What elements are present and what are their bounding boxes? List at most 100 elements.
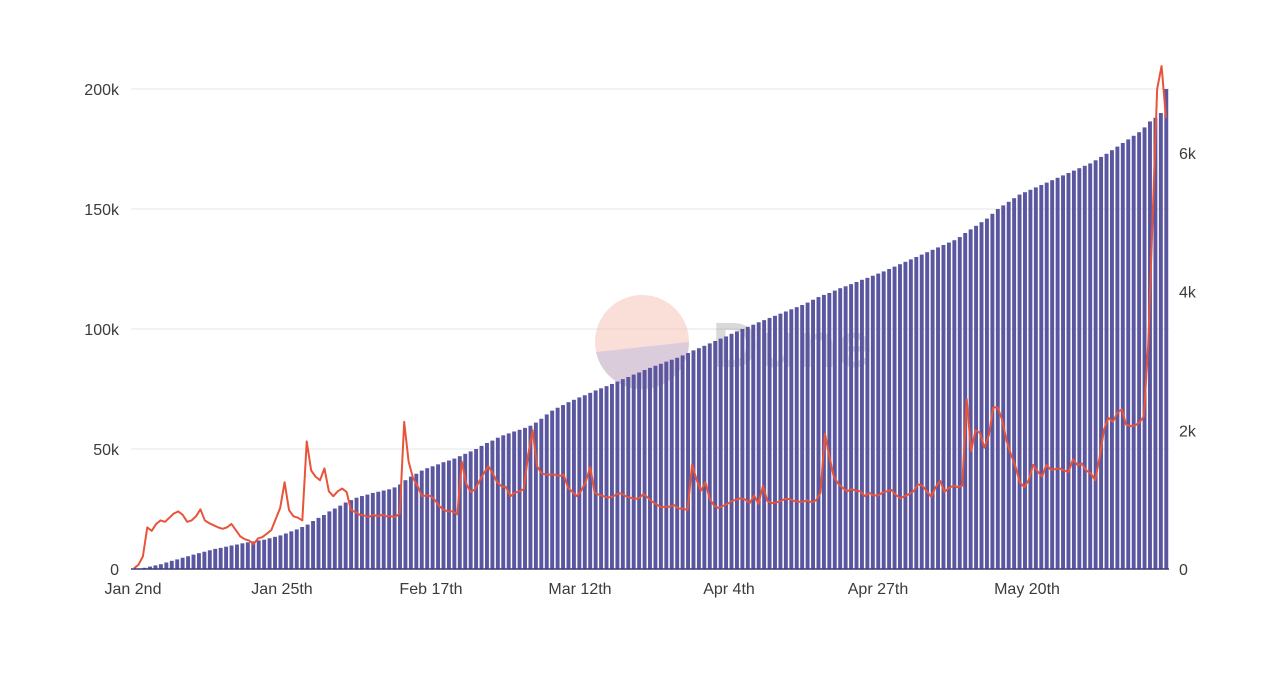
bar: [1006, 201, 1011, 570]
bar: [990, 213, 995, 570]
bar: [1071, 170, 1076, 569]
bar: [561, 405, 566, 569]
bar: [533, 422, 538, 569]
bar: [512, 431, 517, 569]
bar: [686, 353, 690, 569]
bar: [968, 229, 973, 569]
bar: [729, 333, 734, 569]
bar: [702, 345, 707, 569]
bar: [908, 259, 913, 569]
bar: [251, 541, 256, 569]
bar: [946, 242, 951, 569]
bar: [495, 437, 500, 569]
bar: [751, 324, 756, 569]
bar: [1061, 175, 1065, 569]
bar: [256, 540, 261, 569]
bar: [544, 414, 549, 569]
bar: [1028, 189, 1033, 570]
bar: [936, 247, 940, 569]
bar: [876, 273, 881, 569]
bar: [457, 456, 462, 569]
bar: [158, 564, 163, 569]
bar: [506, 433, 511, 569]
bar: [995, 209, 1000, 569]
bar: [283, 533, 288, 569]
bar: [914, 257, 919, 569]
bar: [745, 326, 750, 569]
bar: [984, 218, 989, 569]
bar: [566, 402, 571, 569]
bar: [381, 490, 386, 569]
bar: [403, 480, 408, 569]
bar: [593, 390, 598, 569]
x-tick-label: Jan 25th: [251, 581, 312, 598]
bar: [620, 379, 625, 569]
bar: [338, 505, 343, 569]
bar: [919, 254, 924, 569]
x-tick-label: Apr 27th: [848, 581, 908, 598]
bar: [311, 521, 316, 569]
bar: [294, 529, 299, 569]
bar: [332, 508, 337, 569]
bar: [267, 538, 272, 569]
bar: [474, 449, 479, 569]
bar: [224, 546, 229, 569]
bar: [887, 269, 892, 569]
y-left-tick-label: 0: [110, 562, 119, 579]
bar: [414, 473, 419, 569]
bar: [196, 553, 201, 569]
bar: [1158, 113, 1163, 569]
bar: [805, 302, 810, 569]
bar: [811, 299, 815, 569]
bar: [327, 511, 332, 569]
bar: [528, 425, 533, 569]
bar: [1109, 150, 1114, 569]
bar: [180, 557, 185, 569]
bar: [680, 355, 685, 569]
x-tick-label: Apr 4th: [703, 581, 755, 598]
bar: [1164, 89, 1169, 569]
bar: [1148, 121, 1152, 570]
bar: [392, 487, 397, 569]
bar: [278, 535, 283, 569]
bar: [240, 543, 245, 569]
bar: [865, 277, 870, 569]
bar-series: [142, 89, 1169, 570]
bar: [696, 348, 701, 569]
bar: [1023, 192, 1027, 569]
bar: [653, 365, 658, 569]
bar: [718, 338, 723, 569]
bar: [952, 240, 957, 569]
bar: [1153, 117, 1158, 570]
bar: [881, 271, 886, 569]
bar: [1055, 177, 1060, 570]
bar: [245, 542, 250, 569]
bar: [1099, 156, 1104, 570]
bar: [675, 357, 680, 569]
bar: [658, 363, 663, 569]
bar: [153, 565, 158, 569]
bar: [740, 329, 745, 569]
y-left-tick-label: 50k: [93, 442, 120, 459]
y-left-tick-label: 200k: [84, 82, 120, 99]
bar: [604, 386, 609, 569]
bar: [343, 502, 348, 569]
bar: [637, 372, 642, 569]
bar: [550, 410, 555, 569]
y-right-tick-label: 6k: [1179, 146, 1197, 163]
bar: [648, 367, 652, 569]
bar: [501, 435, 506, 569]
bar: [859, 279, 864, 569]
bar: [1039, 185, 1044, 569]
bar: [849, 284, 854, 569]
bar: [446, 460, 451, 569]
y-left-tick-label: 150k: [84, 202, 120, 219]
bar: [452, 458, 457, 569]
bar: [408, 476, 413, 569]
bar: [490, 440, 495, 569]
bar: [321, 515, 326, 569]
bar: [767, 317, 772, 569]
bar: [691, 350, 696, 569]
bar: [631, 374, 636, 569]
x-tick-label: Jan 2nd: [105, 581, 162, 598]
